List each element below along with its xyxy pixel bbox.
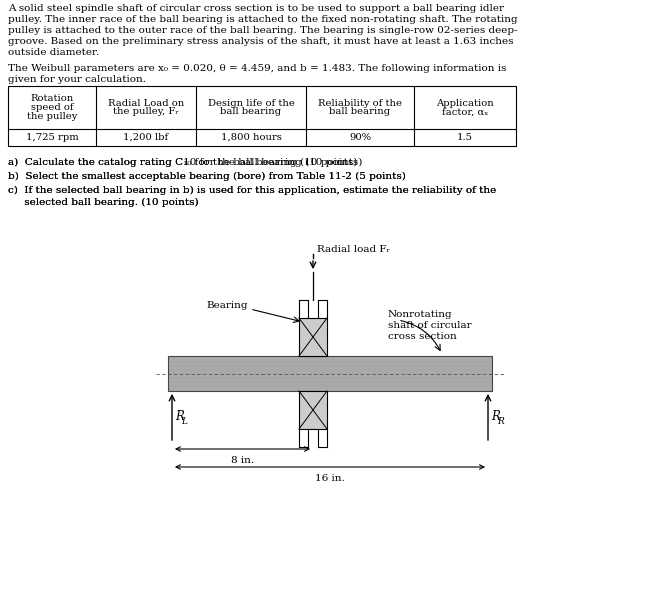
Text: Reliability of the: Reliability of the bbox=[318, 98, 402, 108]
Text: 16 in.: 16 in. bbox=[315, 474, 345, 483]
Text: R: R bbox=[491, 411, 500, 423]
Text: b)  Select the smallest acceptable bearing (bore) from Table 11-2 (5 points): b) Select the smallest acceptable bearin… bbox=[8, 172, 406, 181]
Text: 90%: 90% bbox=[349, 133, 371, 142]
Text: c)  If the selected ball bearing in b) is used for this application, estimate th: c) If the selected ball bearing in b) is… bbox=[8, 186, 496, 195]
Text: Bearing: Bearing bbox=[207, 301, 248, 310]
Text: 1,200 lbf: 1,200 lbf bbox=[124, 133, 169, 142]
Text: a)  Calculate the catalog rating C₁₀ for the ball bearing (10 points): a) Calculate the catalog rating C₁₀ for … bbox=[8, 158, 357, 167]
Text: Application: Application bbox=[436, 98, 494, 108]
Text: the pulley, Fᵣ: the pulley, Fᵣ bbox=[113, 108, 179, 117]
Text: 1,725 rpm: 1,725 rpm bbox=[26, 133, 78, 142]
Text: the pulley: the pulley bbox=[27, 112, 77, 121]
Text: b)  Select the smallest acceptable bearing (bore) from Table 11-2 (5 points): b) Select the smallest acceptable bearin… bbox=[8, 172, 406, 181]
Text: given for your calculation.: given for your calculation. bbox=[8, 75, 146, 84]
Text: selected ball bearing. (10 points): selected ball bearing. (10 points) bbox=[8, 198, 199, 207]
Text: cross section: cross section bbox=[388, 332, 457, 341]
Text: Radial Load on: Radial Load on bbox=[108, 98, 184, 108]
Bar bbox=[299, 391, 327, 429]
Text: Design life of the: Design life of the bbox=[207, 98, 295, 108]
Text: L: L bbox=[181, 417, 187, 425]
Text: 1.5: 1.5 bbox=[457, 133, 473, 142]
Text: The Weibull parameters are x₀ = 0.020, θ = 4.459, and b = 1.483. The following i: The Weibull parameters are x₀ = 0.020, θ… bbox=[8, 64, 506, 73]
Text: 1,800 hours: 1,800 hours bbox=[221, 133, 281, 142]
Text: factor, αₓ: factor, αₓ bbox=[442, 108, 488, 117]
Bar bbox=[8, 86, 516, 146]
Text: groove. Based on the preliminary stress analysis of the shaft, it must have at l: groove. Based on the preliminary stress … bbox=[8, 37, 513, 46]
Text: outside diameter.: outside diameter. bbox=[8, 48, 99, 57]
Text: ball bearing: ball bearing bbox=[220, 108, 281, 117]
Bar bbox=[299, 318, 327, 356]
Text: Radial load Fᵣ: Radial load Fᵣ bbox=[317, 245, 390, 254]
Bar bbox=[168, 356, 492, 391]
Text: pulley. The inner race of the ball bearing is attached to the fixed non-rotating: pulley. The inner race of the ball beari… bbox=[8, 15, 517, 24]
Text: selected ball bearing. (10 points): selected ball bearing. (10 points) bbox=[8, 198, 199, 207]
Text: R: R bbox=[497, 417, 504, 425]
Text: A solid steel spindle shaft of circular cross section is to be used to support a: A solid steel spindle shaft of circular … bbox=[8, 4, 504, 13]
Text: c)  If the selected ball bearing in b) is used for this application, estimate th: c) If the selected ball bearing in b) is… bbox=[8, 186, 496, 195]
Text: ball bearing: ball bearing bbox=[329, 108, 390, 117]
Text: a)  Calculate the catalog rating C10 for the ball bearing (10 points): a) Calculate the catalog rating C10 for … bbox=[8, 158, 362, 167]
Text: pulley is attached to the outer race of the ball bearing. The bearing is single-: pulley is attached to the outer race of … bbox=[8, 26, 517, 35]
Text: speed of: speed of bbox=[31, 103, 73, 112]
Text: R: R bbox=[175, 411, 184, 423]
Text: shaft of circular: shaft of circular bbox=[388, 321, 471, 330]
Text: 8 in.: 8 in. bbox=[231, 456, 254, 465]
Text: Nonrotating: Nonrotating bbox=[388, 310, 453, 319]
Text: Rotation: Rotation bbox=[31, 94, 74, 103]
